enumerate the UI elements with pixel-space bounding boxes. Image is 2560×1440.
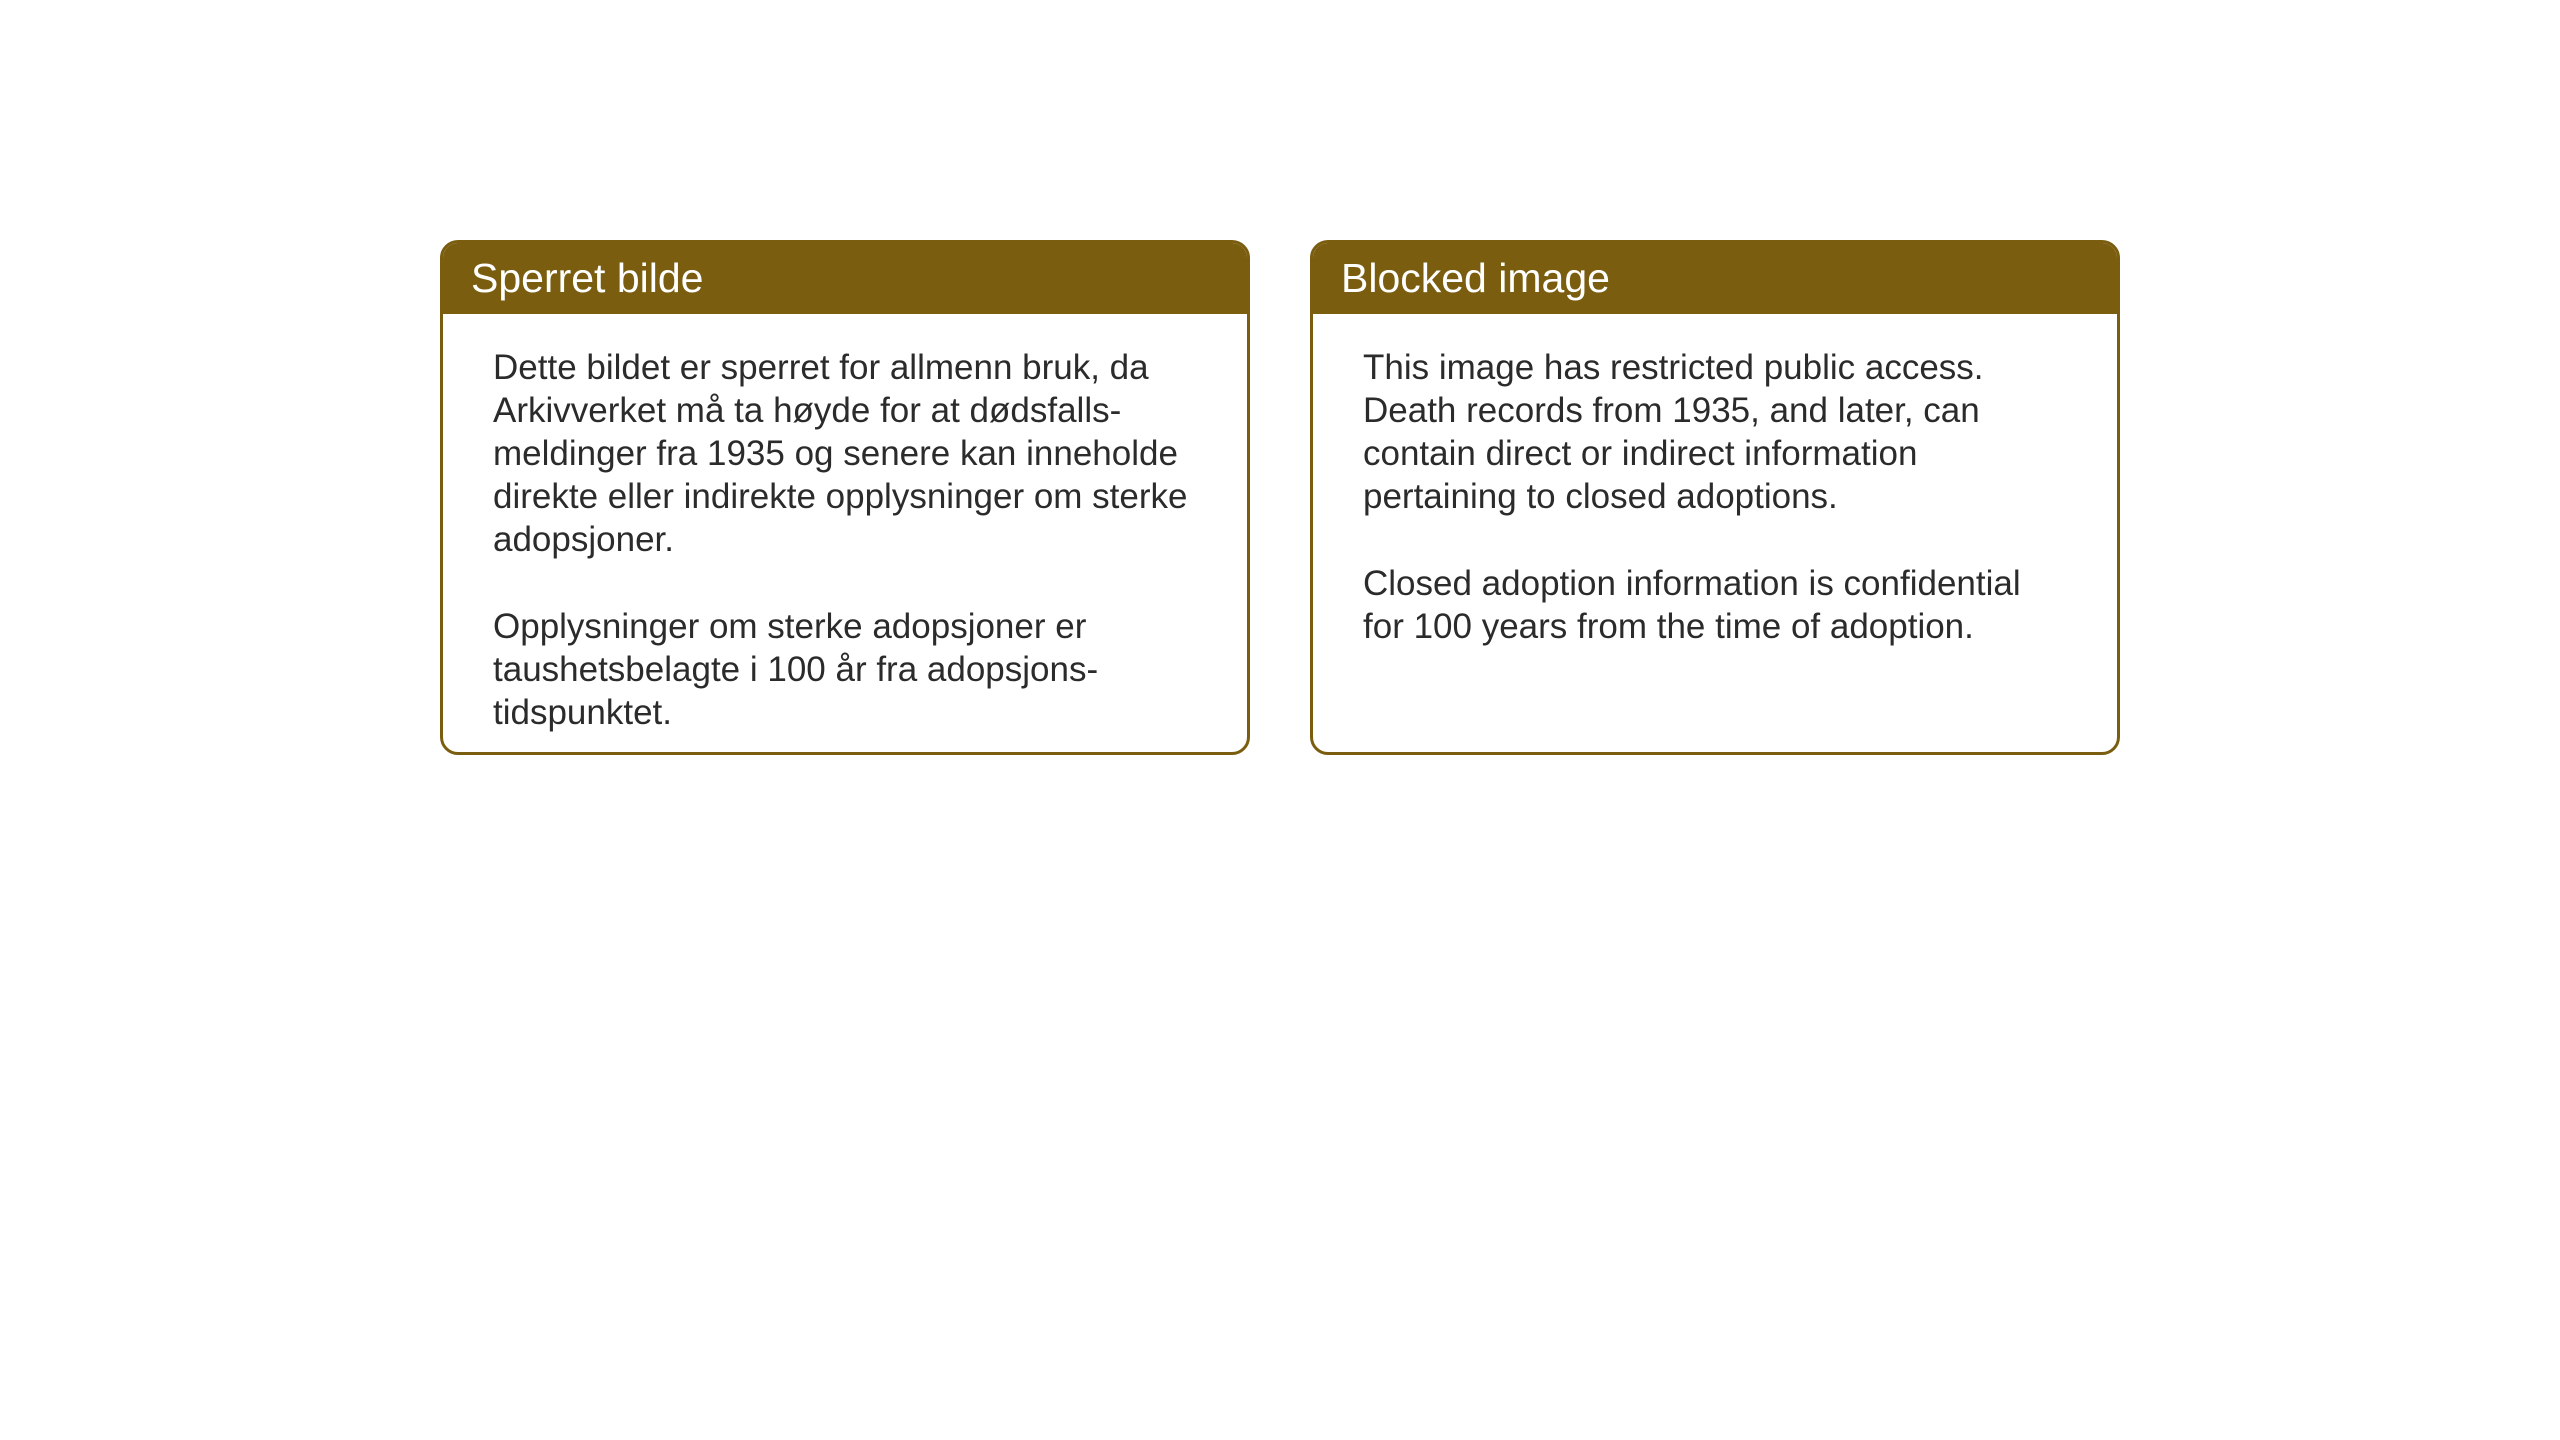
card-paragraph-1-norwegian: Dette bildet er sperret for allmenn bruk… <box>493 346 1197 561</box>
card-paragraph-2-english: Closed adoption information is confident… <box>1363 562 2067 648</box>
notice-cards-container: Sperret bilde Dette bildet er sperret fo… <box>440 240 2120 755</box>
card-title-norwegian: Sperret bilde <box>471 255 703 301</box>
card-paragraph-1-english: This image has restricted public access.… <box>1363 346 2067 518</box>
card-header-norwegian: Sperret bilde <box>443 243 1247 314</box>
card-paragraph-2-norwegian: Opplysninger om sterke adopsjoner er tau… <box>493 605 1197 734</box>
card-body-norwegian: Dette bildet er sperret for allmenn bruk… <box>443 314 1247 755</box>
card-header-english: Blocked image <box>1313 243 2117 314</box>
card-title-english: Blocked image <box>1341 255 1610 301</box>
notice-card-norwegian: Sperret bilde Dette bildet er sperret fo… <box>440 240 1250 755</box>
card-body-english: This image has restricted public access.… <box>1313 314 2117 680</box>
notice-card-english: Blocked image This image has restricted … <box>1310 240 2120 755</box>
